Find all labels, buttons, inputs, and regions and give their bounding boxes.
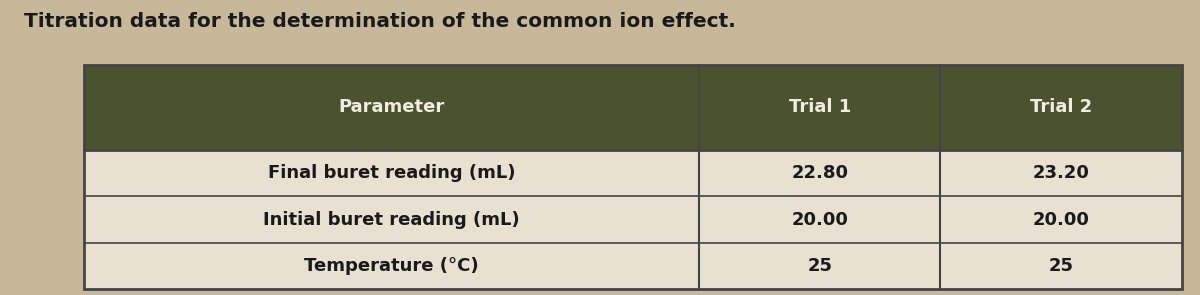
Text: Parameter: Parameter	[338, 99, 444, 117]
Text: Temperature (°C): Temperature (°C)	[304, 257, 479, 275]
Text: 22.80: 22.80	[791, 164, 848, 182]
Text: 20.00: 20.00	[1033, 211, 1090, 229]
Bar	[84, 65, 1182, 150]
Bar	[84, 196, 1182, 243]
Text: Trial 2: Trial 2	[1030, 99, 1092, 117]
Text: Final buret reading (mL): Final buret reading (mL)	[268, 164, 515, 182]
Bar	[84, 243, 1182, 289]
Text: 23.20: 23.20	[1033, 164, 1090, 182]
Text: Initial buret reading (mL): Initial buret reading (mL)	[263, 211, 520, 229]
Text: Trial 1: Trial 1	[788, 99, 851, 117]
Bar	[84, 150, 1182, 196]
Bar	[84, 65, 1182, 289]
Text: 25: 25	[1049, 257, 1074, 275]
Text: Titration data for the determination of the common ion effect.: Titration data for the determination of …	[24, 12, 736, 31]
Text: 20.00: 20.00	[791, 211, 848, 229]
Text: 25: 25	[808, 257, 832, 275]
